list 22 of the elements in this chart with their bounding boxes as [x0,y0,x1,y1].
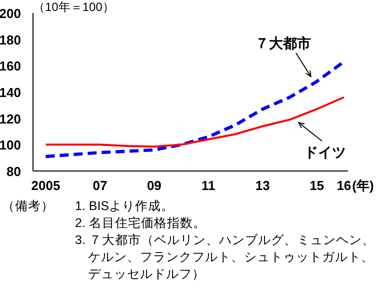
y-axis-title: （10年＝100） [33,0,114,14]
y-tick-label: 120 [0,111,21,126]
series-label: ドイツ [304,144,346,160]
text: （備考） [2,199,54,213]
x-tick-label: 09 [146,178,162,193]
text: 1. BISより作成。 [75,199,174,213]
x-tick-label: 13 [255,178,270,193]
y-tick-label: 160 [0,58,21,74]
x-tick-label: 11 [202,178,216,193]
text: 2. 名目住宅価格指数。 [75,215,206,230]
x-axis-title: (年) [352,178,374,193]
x-tick-label: 07 [92,178,108,193]
x-tick-label: 16 [336,178,352,193]
y-tick-label: 140 [0,85,21,100]
x-tick-label: 15 [310,178,324,193]
y-tick-label: 180 [0,32,21,48]
y-tick-label: 200 [0,6,21,21]
y-tick-label: 80 [6,164,21,179]
text: ７大都市 [255,35,311,51]
text: 3. ７大都市（ベルリン、ハンブルグ、ミュンヘン、ケルン、フランクフルト、シュトゥットガルト、デュッセルドルフ） [75,233,375,281]
x-tick-label: 2005 [31,178,60,193]
y-tick-label: 100 [0,138,21,153]
